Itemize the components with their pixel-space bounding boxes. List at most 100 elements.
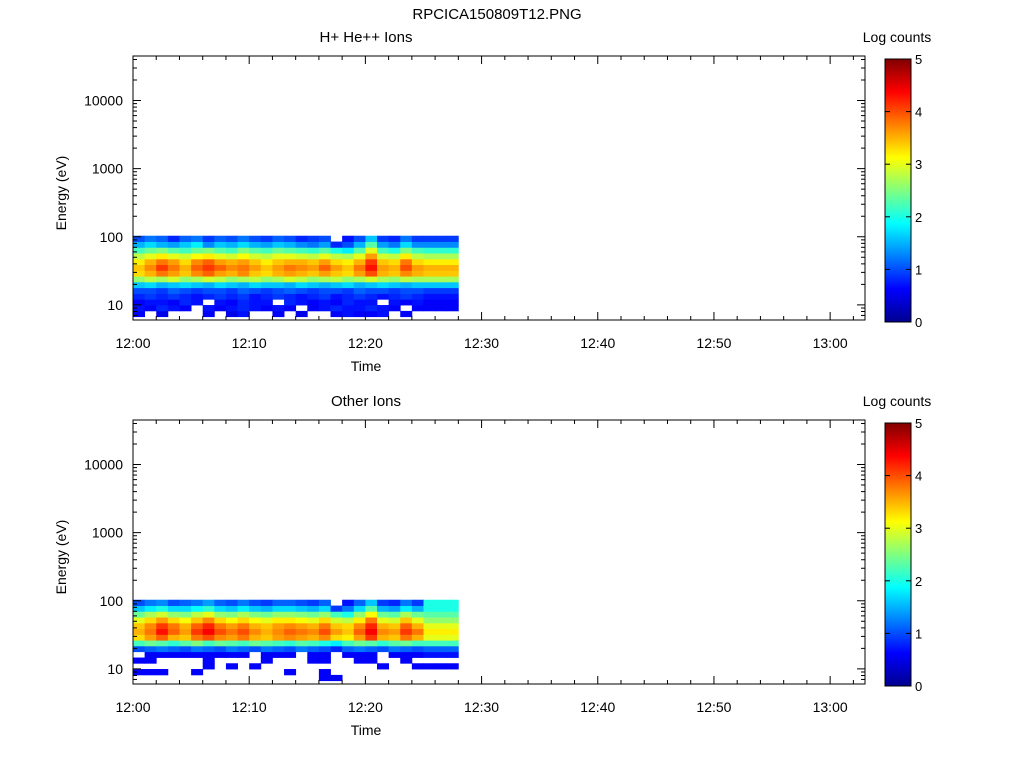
- heatmap-cell: [179, 628, 192, 635]
- heatmap-cell: [179, 287, 192, 294]
- heatmap-cell: [435, 605, 448, 612]
- heatmap-cell: [284, 622, 297, 630]
- heatmap-cell: [156, 253, 169, 260]
- heatmap-cell: [353, 264, 366, 271]
- heatmap-cell: [353, 617, 366, 624]
- heatmap-cell: [365, 270, 378, 277]
- heatmap-cell: [156, 605, 169, 612]
- heatmap-cell: [284, 276, 297, 283]
- heatmap-cell: [307, 651, 320, 658]
- heatmap-cell: [307, 605, 320, 612]
- heatmap-cell: [295, 293, 308, 300]
- heatmap-cell: [446, 640, 459, 647]
- heatmap-cell: [260, 305, 273, 312]
- heatmap-cell: [284, 640, 297, 647]
- heatmap-cell: [260, 645, 273, 653]
- heatmap-cell: [284, 305, 297, 312]
- heatmap-cell: [342, 605, 355, 612]
- heatmap-cell: [400, 287, 413, 294]
- heatmap-cell: [260, 634, 273, 641]
- heatmap-cell: [249, 264, 262, 271]
- heatmap-cell: [191, 281, 204, 289]
- y-tick-label: 10000: [84, 457, 123, 473]
- heatmap-cell: [167, 287, 180, 294]
- heatmap-cell: [365, 281, 378, 289]
- heatmap-cell: [388, 628, 401, 635]
- heatmap-cell: [202, 258, 215, 266]
- heatmap-cell: [342, 293, 355, 300]
- heatmap-cell: [191, 264, 204, 271]
- heatmap-cell: [307, 247, 320, 254]
- heatmap-cell: [330, 299, 343, 306]
- heatmap-cell: [156, 287, 169, 294]
- heatmap-cell: [214, 293, 227, 300]
- heatmap-cell: [191, 605, 204, 612]
- heatmap-cell: [225, 258, 238, 266]
- heatmap-cell: [167, 258, 180, 266]
- heatmap-cell: [133, 622, 146, 630]
- heatmap-cell: [133, 287, 146, 294]
- heatmap-cell: [318, 276, 331, 283]
- heatmap-cell: [191, 258, 204, 266]
- heatmap-cell: [377, 258, 390, 266]
- heatmap-cell: [156, 669, 169, 676]
- heatmap-cell: [446, 628, 459, 635]
- heatmap-cell: [377, 622, 390, 630]
- heatmap-cell: [214, 611, 227, 618]
- heatmap-cell: [156, 281, 169, 289]
- heatmap-cell: [365, 310, 378, 318]
- heatmap-cell: [307, 287, 320, 294]
- heatmap-cell: [237, 293, 250, 300]
- heatmap-cell: [423, 264, 436, 271]
- heatmap-cell: [411, 276, 424, 283]
- heatmap-cell: [249, 293, 262, 300]
- heatmap-cell: [133, 657, 146, 664]
- heatmap-cell: [307, 634, 320, 641]
- heatmap-cell: [365, 287, 378, 294]
- heatmap-cell: [446, 264, 459, 271]
- heatmap-cell: [249, 611, 262, 618]
- heatmap-cell: [225, 235, 238, 242]
- heatmap-cell: [330, 270, 343, 277]
- heatmap-cell: [342, 651, 355, 658]
- heatmap-cell: [307, 645, 320, 653]
- heatmap-cell: [318, 605, 331, 612]
- heatmap-cell: [133, 281, 146, 289]
- y-tick-label: 10000: [84, 93, 123, 109]
- heatmap-cell: [295, 634, 308, 641]
- heatmap-cell: [156, 235, 169, 242]
- heatmap-cell: [388, 293, 401, 300]
- heatmap-cell: [249, 235, 262, 242]
- heatmap-cell: [225, 310, 238, 318]
- heatmap-cell: [214, 651, 227, 658]
- heatmap-cell: [214, 622, 227, 630]
- heatmap-cell: [249, 241, 262, 248]
- heatmap-cell: [365, 657, 378, 664]
- heatmap-cell: [377, 241, 390, 248]
- heatmap-cell: [167, 605, 180, 612]
- heatmap-cell: [423, 617, 436, 624]
- heatmap-cell: [330, 305, 343, 312]
- heatmap-cell: [214, 241, 227, 248]
- heatmap-cell: [144, 305, 157, 312]
- heatmap-cell: [400, 622, 413, 630]
- heatmap-cell: [388, 634, 401, 641]
- heatmap-cell: [202, 287, 215, 294]
- heatmap-cell: [318, 253, 331, 260]
- heatmap-cell: [284, 253, 297, 260]
- heatmap-cell: [202, 270, 215, 277]
- heatmap-cell: [202, 264, 215, 271]
- heatmap-cell: [179, 305, 192, 312]
- heatmap-cell: [411, 253, 424, 260]
- heatmap-cell: [237, 605, 250, 612]
- heatmap-cell: [342, 253, 355, 260]
- heatmap-cell: [272, 281, 285, 289]
- heatmap-cell: [423, 640, 436, 647]
- heatmap-cell: [446, 651, 459, 658]
- heatmap-cell: [202, 628, 215, 635]
- heatmap-cell: [318, 651, 331, 658]
- heatmap-cell: [284, 264, 297, 271]
- heatmap-cell: [435, 617, 448, 624]
- heatmap-cell: [191, 599, 204, 606]
- heatmap-cell: [307, 241, 320, 248]
